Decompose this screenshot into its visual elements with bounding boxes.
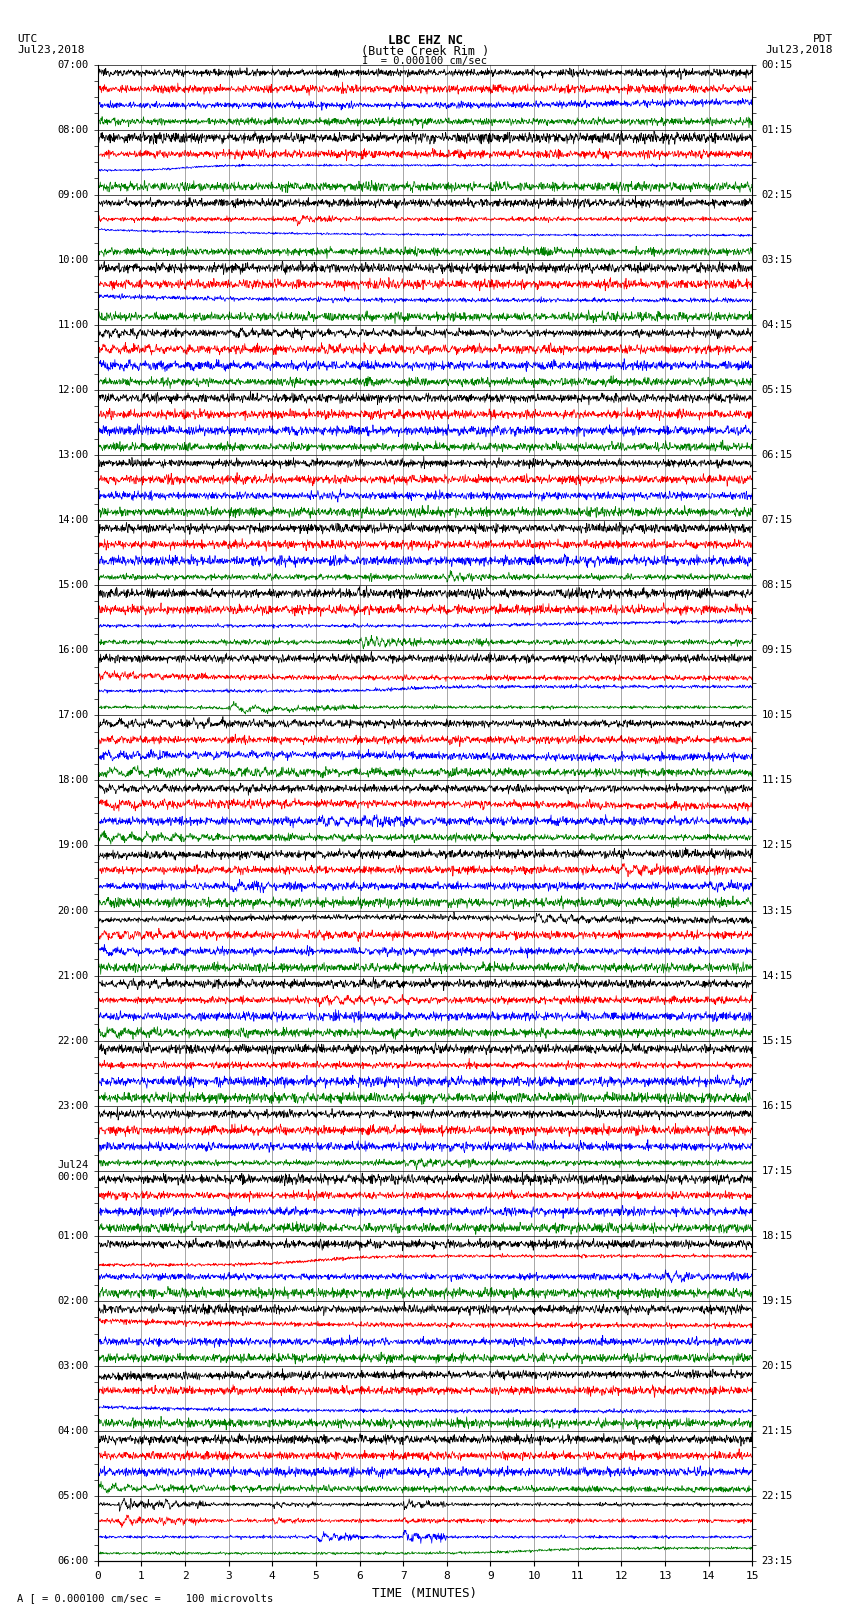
Text: UTC: UTC [17, 34, 37, 44]
Text: Jul23,2018: Jul23,2018 [17, 45, 84, 55]
Text: Jul23,2018: Jul23,2018 [766, 45, 833, 55]
X-axis label: TIME (MINUTES): TIME (MINUTES) [372, 1587, 478, 1600]
Text: PDT: PDT [813, 34, 833, 44]
Text: LBC EHZ NC: LBC EHZ NC [388, 34, 462, 47]
Text: (Butte Creek Rim ): (Butte Creek Rim ) [361, 45, 489, 58]
Text: I  = 0.000100 cm/sec: I = 0.000100 cm/sec [362, 56, 488, 66]
Text: A [ = 0.000100 cm/sec =    100 microvolts: A [ = 0.000100 cm/sec = 100 microvolts [17, 1594, 273, 1603]
